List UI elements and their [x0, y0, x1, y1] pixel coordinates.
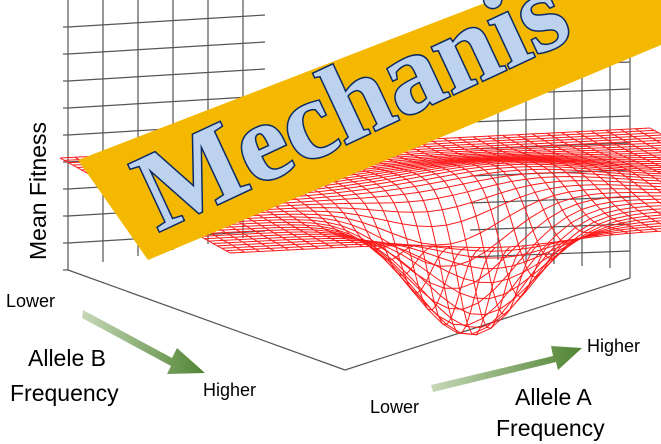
allele-a-arrow — [431, 346, 582, 392]
z-axis-label: Mean Fitness — [25, 122, 51, 260]
b-axis-label-line1: Allele B — [28, 345, 106, 371]
surface-mesh-line — [170, 188, 661, 246]
a-lower-tick: Lower — [370, 397, 419, 417]
surface-mesh-line — [204, 214, 661, 316]
b-higher-tick: Higher — [203, 380, 256, 400]
surface-mesh-line — [200, 211, 661, 329]
surface-mesh-line — [208, 217, 661, 300]
left-wall-gridline — [67, 41, 266, 55]
a-higher-tick: Higher — [587, 336, 640, 356]
a-axis-label-line1: Allele A — [515, 384, 592, 410]
banner-title: Mechanis — [116, 0, 586, 255]
allele-b-arrow — [82, 310, 205, 374]
surface-mesh-line — [225, 228, 661, 252]
a-axis-line — [344, 277, 631, 371]
right-wall-gridline — [469, 223, 631, 231]
surface-mesh-line — [590, 130, 661, 168]
surface-mesh-line — [217, 222, 661, 270]
surface-mesh-line — [174, 191, 661, 267]
surface-mesh-line — [178, 195, 661, 289]
a-axis-label-line2: Frequency — [496, 415, 605, 441]
surface-mesh-line — [620, 129, 661, 153]
left-wall-gridline — [67, 14, 266, 28]
left-wall-gridline — [67, 95, 266, 109]
surface-mesh-line — [229, 230, 661, 254]
b-axis-line — [67, 269, 346, 371]
surface-mesh-line — [187, 201, 661, 326]
surface-mesh-line — [191, 205, 661, 335]
surface-mesh-line — [576, 131, 661, 175]
right-wall-gridline — [469, 250, 631, 258]
surface-mesh-line — [605, 129, 661, 160]
surface-mesh-line — [183, 198, 661, 310]
left-wall-gridline — [67, 68, 266, 82]
b-axis-label-line2: Frequency — [10, 380, 119, 406]
surface-mesh-line — [166, 184, 661, 228]
b-lower-tick: Lower — [6, 291, 55, 311]
surface-mesh-line — [221, 225, 661, 259]
surface-mesh-line — [195, 208, 661, 336]
right-wall-gridline — [469, 115, 631, 123]
surface-mesh-line — [212, 220, 661, 284]
